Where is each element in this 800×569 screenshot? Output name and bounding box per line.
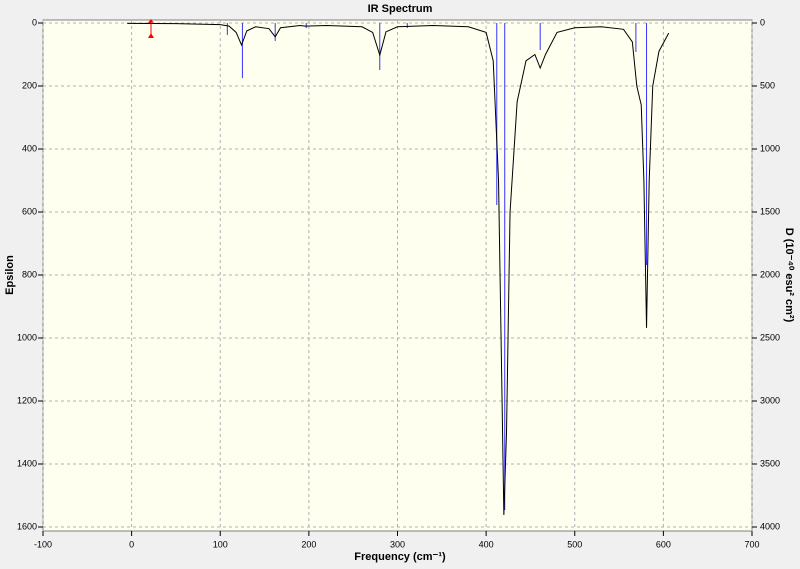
- spectrum-curve: [127, 22, 670, 516]
- y-tick-label: 600: [22, 206, 37, 216]
- y-tick-label: 1200: [17, 395, 37, 405]
- x-tick-label: 500: [567, 539, 582, 549]
- x-axis-label: Frequency (cm⁻¹): [354, 551, 446, 563]
- y2-tick-label: 500: [760, 80, 775, 90]
- y-tick-label: 1000: [17, 332, 37, 342]
- y-axis-label: Epsilon: [4, 255, 16, 295]
- y-tick-label: 800: [22, 269, 37, 279]
- x-tick-label: 300: [390, 539, 405, 549]
- y2-tick-label: 3500: [760, 458, 780, 468]
- y2-tick-label: 3000: [760, 395, 780, 405]
- y-tick-label: 1400: [17, 458, 37, 468]
- x-tick-label: 200: [301, 539, 316, 549]
- chart-title: IR Spectrum: [368, 3, 433, 15]
- x-tick-label: -100: [34, 539, 52, 549]
- y-tick-label: 400: [22, 143, 37, 153]
- marker-top: [148, 19, 154, 23]
- x-tick-label: 0: [129, 539, 134, 549]
- x-tick-label: 700: [744, 539, 759, 549]
- marker: [148, 19, 154, 38]
- y2-tick-label: 1500: [760, 206, 780, 216]
- y-tick-label: 200: [22, 80, 37, 90]
- y-tick-label: 1600: [17, 521, 37, 531]
- y2-axis-label: D (10⁻⁴⁰ esu² cm²): [783, 228, 795, 323]
- y2-tick-label: 1000: [760, 143, 780, 153]
- y2-tick-label: 2000: [760, 269, 780, 279]
- y-tick-label: 0: [32, 17, 37, 27]
- x-tick-label: 100: [213, 539, 228, 549]
- x-tick-label: 600: [656, 539, 671, 549]
- y2-tick-label: 0: [760, 17, 765, 27]
- x-tick-label: 400: [479, 539, 494, 549]
- y2-tick-label: 4000: [760, 521, 780, 531]
- y2-tick-label: 2500: [760, 332, 780, 342]
- marker-bottom: [148, 33, 154, 38]
